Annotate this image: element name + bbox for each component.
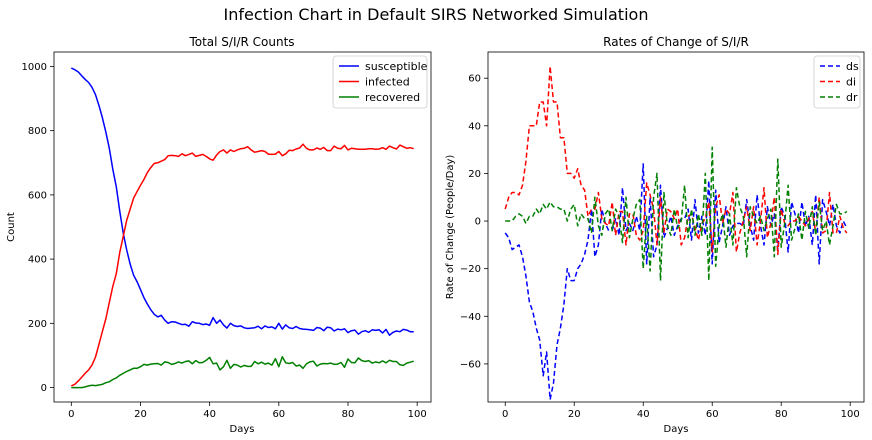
x-axis-label: Days: [664, 424, 689, 435]
y-tick-label: 600: [28, 190, 47, 201]
x-axis-label: Days: [230, 424, 255, 435]
panel-title: Rates of Change of S/I/R: [603, 35, 749, 49]
series-line-ds: [504, 163, 848, 401]
x-tick-label: 0: [502, 409, 508, 420]
x-tick-label: 0: [68, 409, 74, 420]
legend: susceptible infected recovered: [332, 55, 428, 109]
x-tick-label: 40: [203, 409, 216, 420]
y-tick-label: −60: [460, 359, 481, 370]
legend-label-recovered: recovered: [365, 91, 420, 104]
series-line-recovered: [71, 355, 414, 389]
legend-label-dr: dr: [846, 91, 858, 104]
y-tick-label: 20: [468, 169, 481, 180]
y-tick-label: 40: [468, 121, 481, 132]
y-tick-label: 400: [28, 255, 47, 266]
y-axis-label: Count: [6, 212, 17, 242]
panel-rates-of-change: Rates of Change of S/I/R Days Rate of Ch…: [445, 35, 865, 435]
legend: ds di dr: [813, 55, 861, 109]
x-tick-label: 80: [775, 409, 788, 420]
x-tick-label: 20: [568, 409, 581, 420]
legend-label-di: di: [846, 76, 856, 89]
axes-frame: [487, 51, 865, 403]
series-line-susceptible: [70, 67, 414, 336]
x-tick-label: 20: [134, 409, 147, 420]
y-tick-label: 1000: [22, 62, 47, 73]
series-line-di: [504, 65, 848, 256]
legend-box: [332, 55, 428, 109]
panel-title: Total S/I/R Counts: [188, 35, 294, 49]
x-tick-label: 60: [272, 409, 285, 420]
y-tick-label: −20: [460, 264, 481, 275]
y-tick-label: 0: [475, 217, 481, 228]
y-axis-label: Rate of Change (People/Day): [445, 155, 456, 300]
y-tick-label: −40: [460, 312, 481, 323]
figure-suptitle: Infection Chart in Default SIRS Networke…: [224, 5, 649, 24]
x-tick-label: 60: [706, 409, 719, 420]
series-line-infected: [70, 143, 414, 387]
x-tick-label: 40: [637, 409, 650, 420]
panel-total-sir-counts: Total S/I/R Counts Days Count 0 20 40 60 80 1…: [6, 35, 432, 435]
y-tick-label: 0: [41, 383, 47, 394]
legend-label-susceptible: susceptible: [365, 60, 428, 73]
x-tick-label: 100: [408, 409, 427, 420]
x-tick-label: 80: [342, 409, 355, 420]
legend-label-ds: ds: [846, 60, 859, 73]
y-tick-label: 800: [28, 126, 47, 137]
legend-label-infected: infected: [365, 76, 410, 89]
axes-frame: [53, 51, 432, 403]
x-tick-label: 100: [841, 409, 860, 420]
y-tick-label: 60: [468, 74, 481, 85]
y-tick-label: 200: [28, 319, 47, 330]
